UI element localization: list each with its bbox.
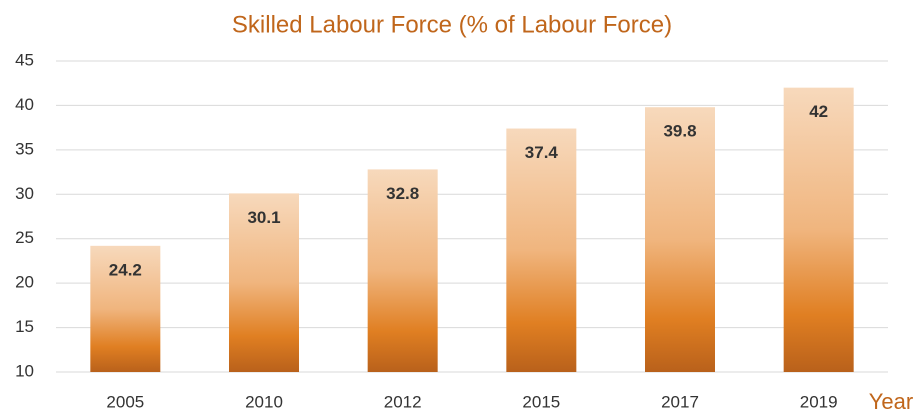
value-label: 30.1: [247, 208, 280, 227]
value-label: 39.8: [663, 122, 696, 141]
y-tick-label: 45: [15, 50, 34, 69]
y-tick-label: 35: [15, 139, 34, 158]
y-tick-label: 20: [15, 273, 34, 292]
bar: [90, 245, 161, 372]
bar: [645, 107, 715, 372]
value-label: 37.4: [525, 143, 559, 162]
x-tick-label: 2005: [106, 392, 144, 411]
bar: [229, 193, 299, 372]
x-tick-label: 2010: [245, 392, 283, 411]
chart-title: Skilled Labour Force (% of Labour Force): [232, 11, 672, 38]
bar: [506, 128, 577, 372]
y-tick-label: 10: [15, 361, 34, 380]
value-label: 32.8: [386, 184, 419, 203]
x-axis-title: Year: [869, 389, 913, 414]
value-label: 42: [809, 102, 828, 121]
value-label: 24.2: [109, 260, 142, 279]
bar: [367, 169, 438, 372]
x-tick-label: 2012: [384, 392, 422, 411]
x-tick-label: 2015: [522, 392, 560, 411]
y-tick-label: 30: [15, 184, 34, 203]
y-tick-label: 15: [15, 317, 34, 336]
bar: [783, 87, 854, 373]
x-tick-label: 2017: [661, 392, 699, 411]
y-tick-label: 25: [15, 228, 34, 247]
x-tick-label: 2019: [800, 392, 838, 411]
y-tick-label: 40: [15, 95, 34, 114]
